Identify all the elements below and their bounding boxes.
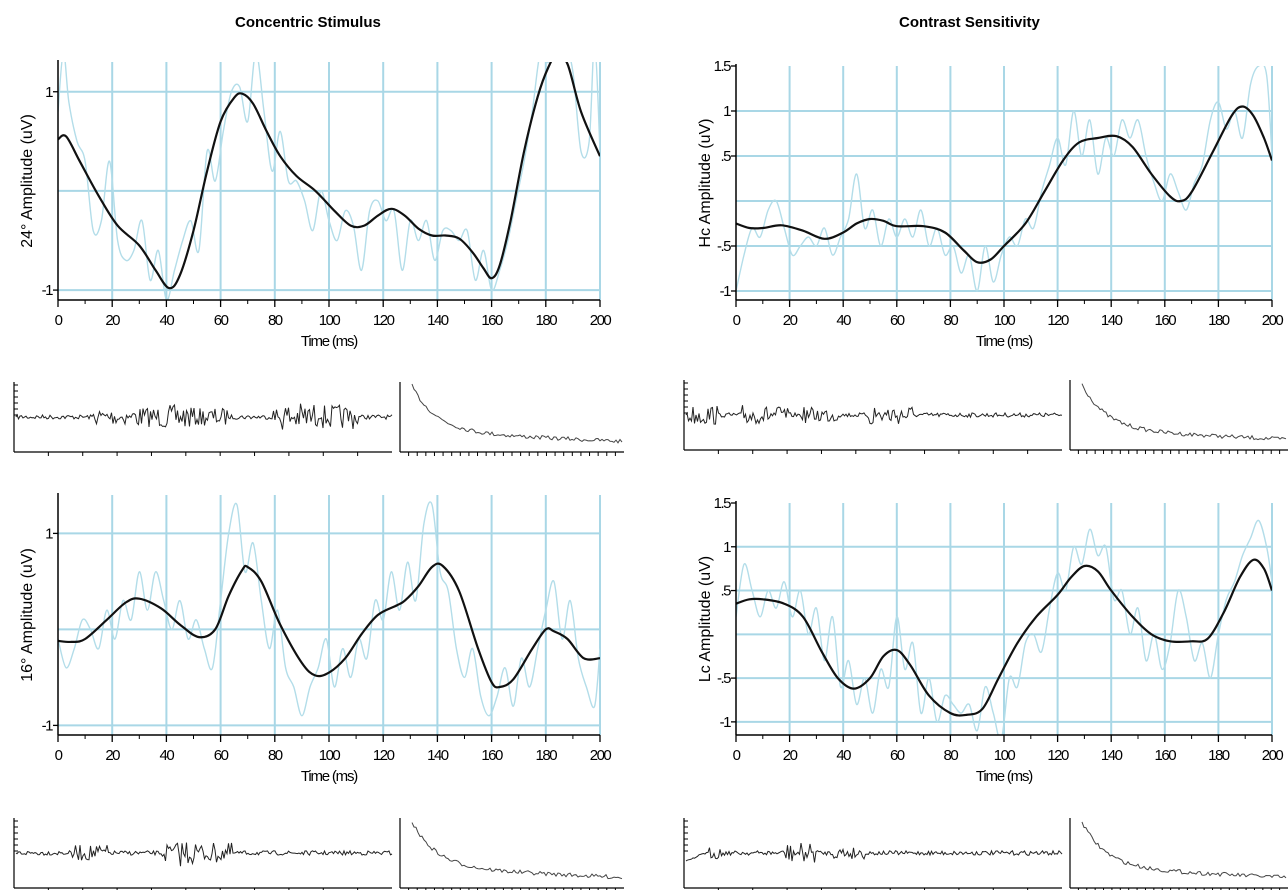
x-tick-label: 100: [319, 312, 341, 329]
x-tick-label: 40: [836, 747, 851, 764]
raw-waveform: [58, 62, 600, 300]
x-tick-label: 20: [105, 747, 120, 764]
x-tick-label: 0: [733, 312, 741, 329]
x-tick-label: 80: [944, 312, 959, 329]
x-tick-label: 120: [1047, 747, 1069, 764]
y-tick-label: -.5: [717, 238, 731, 255]
chart-hc: 0 20 40 60 80 100 120 140 160 180 200 -1 -.5 .5 1 1.5 Hc…: [697, 58, 1285, 350]
x-tick-label: 180: [536, 312, 558, 329]
x-tick-label: 100: [319, 747, 341, 764]
x-tick-label: 20: [783, 312, 798, 329]
x-axis-title: Time (ms): [301, 768, 358, 785]
x-tick-label: 200: [1262, 312, 1284, 329]
x-tick-label: 0: [55, 312, 63, 329]
y-tick-label: -1: [720, 283, 731, 300]
x-tick-label: 100: [994, 312, 1016, 329]
x-tick-label: 120: [373, 747, 395, 764]
x-tick-label: 20: [105, 312, 120, 329]
x-tick-label: 140: [1101, 312, 1123, 329]
x-tick-label: 180: [1208, 747, 1230, 764]
trace-strip: [683, 380, 1288, 454]
x-axis-title: Time (ms): [301, 333, 358, 350]
x-tick-label: 140: [1101, 747, 1123, 764]
x-tick-label: 200: [590, 747, 612, 764]
y-axis-title: Hc Amplitude (uV): [697, 119, 714, 248]
averaged-waveform: [736, 105, 1272, 264]
x-tick-label: 60: [214, 747, 229, 764]
x-tick-label: 120: [373, 312, 395, 329]
title-contrast-sensitivity: Contrast Sensitivity: [899, 14, 1040, 31]
y-tick-label: 1: [723, 103, 731, 120]
y-tick-label: 1.5: [714, 495, 732, 512]
x-tick-label: 100: [994, 747, 1016, 764]
averaged-waveform: [736, 558, 1272, 717]
trace-strip: [13, 382, 624, 456]
y-tick-label: 1.5: [714, 58, 732, 75]
y-tick-label: -1: [42, 717, 53, 734]
x-tick-label: 0: [55, 747, 63, 764]
trace-strip: [13, 818, 624, 890]
x-tick-label: 40: [836, 312, 851, 329]
x-tick-label: 40: [160, 312, 175, 329]
x-tick-label: 140: [427, 312, 449, 329]
x-tick-label: 140: [427, 747, 449, 764]
x-tick-label: 160: [1155, 312, 1177, 329]
raw-waveform: [58, 501, 600, 717]
chart-p24: 0 20 40 60 80 100 120 140 160 180 200 -1 1 24° Amplit…: [19, 60, 613, 350]
x-tick-label: 0: [733, 747, 741, 764]
y-tick-label: -1: [42, 282, 53, 299]
x-tick-label: 20: [783, 747, 798, 764]
x-tick-label: 80: [268, 747, 283, 764]
x-tick-label: 160: [481, 747, 503, 764]
x-tick-label: 40: [160, 747, 175, 764]
averaged-waveform: [58, 62, 600, 290]
x-tick-label: 180: [536, 747, 558, 764]
x-tick-label: 80: [268, 312, 283, 329]
chart-lc: 0 20 40 60 80 100 120 140 160 180 200 -1 -.5 .5 1 1.5 Lc…: [697, 495, 1285, 785]
y-tick-label: 1: [723, 539, 731, 556]
x-tick-label: 160: [1155, 747, 1177, 764]
y-axis-title: 16° Amplitude (uV): [19, 548, 36, 682]
x-tick-label: 80: [944, 747, 959, 764]
x-axis-title: Time (ms): [976, 333, 1033, 350]
y-tick-label: 1: [45, 525, 53, 542]
y-axis-title: Lc Amplitude (uV): [697, 556, 714, 682]
raw-waveform: [736, 66, 1272, 292]
x-tick-label: 200: [590, 312, 612, 329]
y-tick-label: -.5: [717, 670, 731, 687]
y-tick-label: -1: [720, 714, 731, 731]
x-tick-label: 60: [890, 747, 905, 764]
x-tick-label: 180: [1208, 312, 1230, 329]
y-tick-label: 1: [45, 84, 53, 101]
x-tick-label: 120: [1047, 312, 1069, 329]
x-tick-label: 60: [214, 312, 229, 329]
chart-p16: 0 20 40 60 80 100 120 140 160 180 200 -1 1 16° Amplit…: [19, 493, 613, 785]
y-tick-label: .5: [720, 583, 731, 600]
x-tick-label: 60: [890, 312, 905, 329]
y-axis-title: 24° Amplitude (uV): [19, 114, 36, 248]
x-tick-label: 160: [481, 312, 503, 329]
trace-strip: [683, 818, 1288, 890]
x-tick-label: 200: [1262, 747, 1284, 764]
y-tick-label: .5: [720, 148, 731, 165]
x-axis-title: Time (ms): [976, 768, 1033, 785]
averaged-waveform: [58, 562, 600, 689]
title-concentric-stimulus: Concentric Stimulus: [235, 14, 381, 31]
